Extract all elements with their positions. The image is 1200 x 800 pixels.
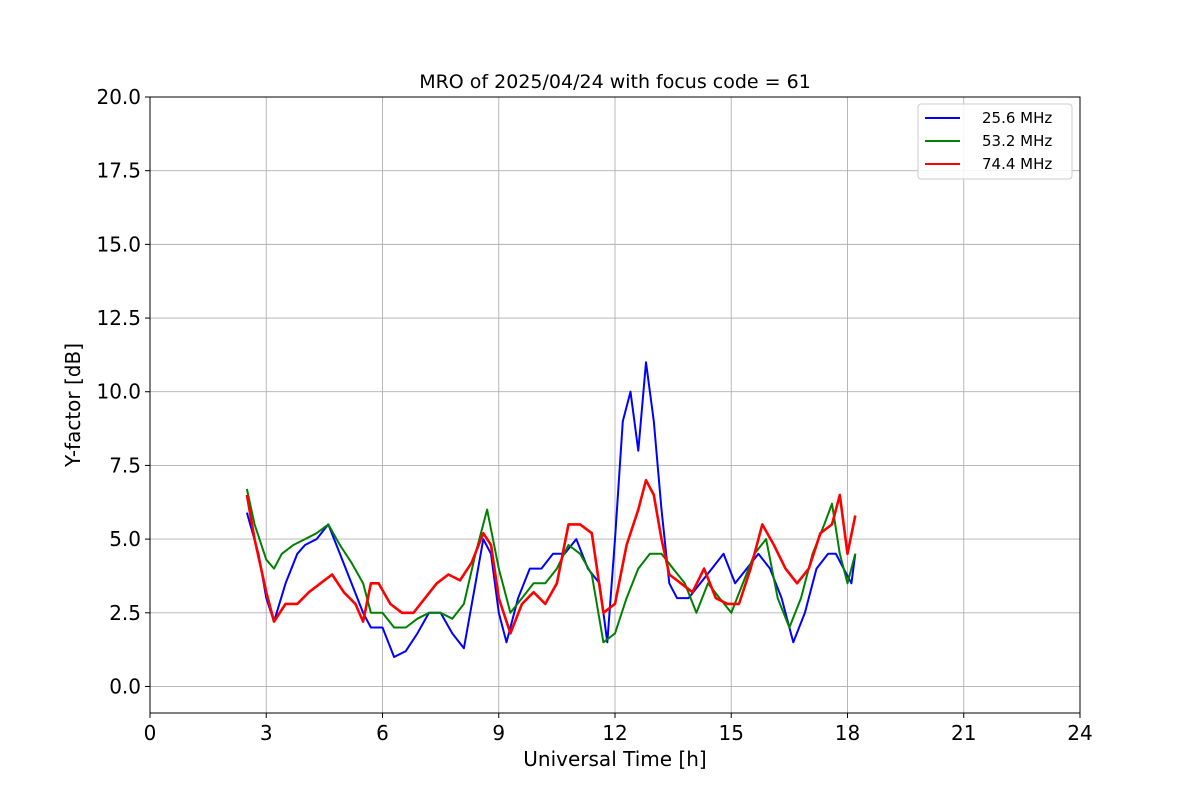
x-tick-label: 0 (144, 721, 157, 745)
x-tick-label: 15 (719, 721, 744, 745)
y-axis-label: Y-factor [dB] (61, 343, 85, 468)
x-tick-label: 18 (835, 721, 860, 745)
legend-label-53-2: 53.2 MHz (982, 132, 1052, 150)
series-line-74-4-mhz (245, 478, 857, 635)
series-group (245, 361, 857, 658)
y-axis-ticks: 0.0 2.5 5.0 7.5 10.0 12.5 15.0 17.5 20.0 (96, 85, 150, 698)
chart-title: MRO of 2025/04/24 with focus code = 61 (419, 71, 811, 93)
y-tick-label: 5.0 (109, 527, 141, 551)
y-tick-label: 2.5 (109, 601, 141, 625)
y-tick-label: 15.0 (96, 232, 141, 256)
series-line-53-2-mhz (245, 488, 857, 644)
y-tick-label: 0.0 (109, 674, 141, 698)
y-tick-label: 10.0 (96, 380, 141, 404)
x-tick-label: 12 (602, 721, 627, 745)
y-tick-label: 7.5 (109, 453, 141, 477)
y-tick-label: 17.5 (96, 159, 141, 183)
legend-label-25-6: 25.6 MHz (982, 109, 1052, 127)
legend-box (917, 103, 1073, 180)
x-tick-label: 9 (492, 721, 505, 745)
y-tick-label: 20.0 (96, 85, 141, 109)
x-tick-label: 21 (951, 721, 976, 745)
y-tick-label: 12.5 (96, 306, 141, 330)
legend: 25.6 MHz 53.2 MHz 74.4 MHz (917, 103, 1073, 180)
x-axis-ticks: 0 3 6 9 12 15 18 21 24 (144, 713, 1093, 745)
x-tick-label: 6 (376, 721, 389, 745)
x-axis-label: Universal Time [h] (523, 747, 706, 771)
x-tick-label: 24 (1067, 721, 1092, 745)
legend-label-74-4: 74.4 MHz (982, 155, 1052, 173)
x-tick-label: 3 (260, 721, 273, 745)
